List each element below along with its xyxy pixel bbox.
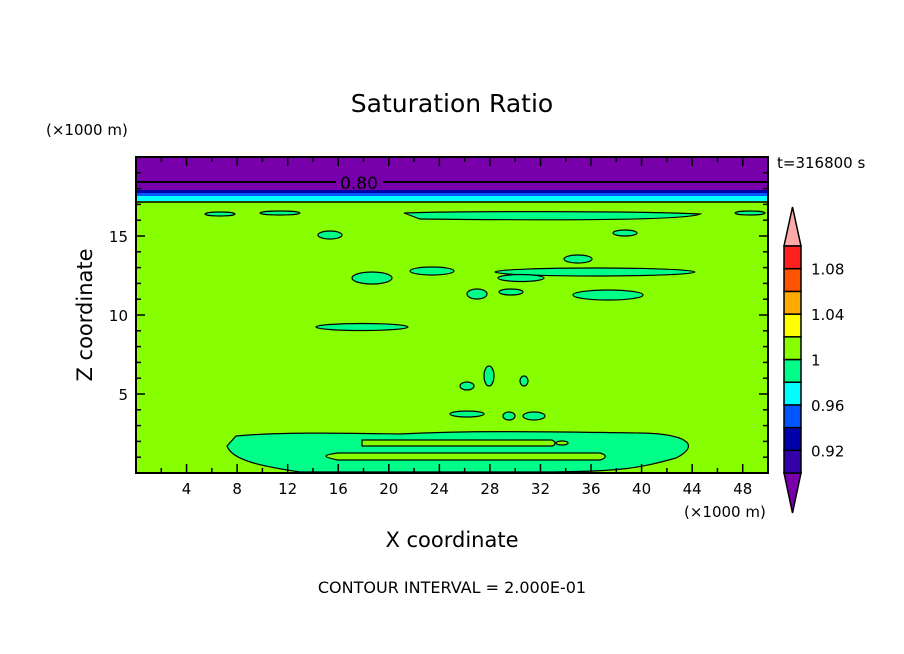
- contour-region: [563, 254, 593, 264]
- x-tick-label: 8: [232, 480, 242, 498]
- colorbar-under-triangle: [783, 472, 802, 514]
- contour-region: [351, 271, 393, 285]
- contour-interval-footer: CONTOUR INTERVAL = 2.000E-01: [318, 578, 586, 597]
- plot-area: 0.80: [109, 156, 769, 498]
- x-axis-label: X coordinate: [385, 528, 518, 552]
- colorbar-segment: [783, 404, 802, 429]
- contour-inner-hole: [555, 440, 569, 446]
- colorbar-segment: [783, 245, 802, 270]
- inner-contour-strips: [325, 439, 606, 461]
- contour-region: [449, 410, 485, 418]
- y-unit-label: (×1000 m): [46, 121, 128, 139]
- time-label: t=316800 s: [777, 154, 865, 172]
- contour-regions: [204, 210, 766, 473]
- contour-region: [459, 381, 475, 391]
- y-tick-label: 5: [118, 386, 128, 404]
- x-tick-label: 44: [683, 480, 702, 498]
- x-tick-label: 24: [430, 480, 449, 498]
- x-tick-label: 48: [733, 480, 752, 498]
- colorbar-segment: [783, 449, 802, 474]
- contour-region: [519, 375, 529, 387]
- x-tick-label: 4: [182, 480, 192, 498]
- contour-region: [315, 322, 409, 332]
- colorbar-over-triangle: [783, 206, 802, 247]
- contour-region: [572, 289, 644, 301]
- x-unit-label: (×1000 m): [684, 503, 766, 521]
- x-tick-label: 16: [329, 480, 348, 498]
- colorbar-segment: [783, 313, 802, 338]
- colorbar-segment: [783, 267, 802, 293]
- colorbar-tick-label: 1: [811, 352, 821, 370]
- plot-frame: [135, 156, 769, 474]
- contour-region-lower-layer: [226, 431, 689, 473]
- colorbar: 0.92 0.96 1 1.04 1.08: [783, 206, 844, 514]
- contour-region: [734, 210, 766, 216]
- x-tick-label: 40: [632, 480, 651, 498]
- y-axis-label: Z coordinate: [73, 248, 97, 381]
- contour-region: [259, 210, 301, 216]
- x-tick-label: 20: [379, 480, 398, 498]
- contour-region: [502, 411, 516, 421]
- colorbar-tick-label: 0.92: [811, 442, 844, 460]
- contour-region-top-strip: [403, 211, 703, 221]
- colorbar-segment: [783, 336, 802, 361]
- colorbar-tick-label: 1.04: [811, 306, 844, 324]
- x-tick-label: 12: [278, 480, 297, 498]
- contour-region: [466, 288, 488, 300]
- y-tick-label: 10: [109, 307, 128, 325]
- contour-region: [497, 273, 545, 283]
- colorbar-segment: [783, 426, 802, 452]
- contour-region: [204, 211, 236, 217]
- upper-band-blue: [136, 193, 768, 196]
- contour-region: [483, 365, 495, 387]
- x-tick-label: 32: [531, 480, 550, 498]
- contour-region: [317, 230, 343, 240]
- contour-inner-strip-upper: [361, 439, 556, 447]
- chart-title: Saturation Ratio: [351, 89, 553, 118]
- x-tick-label: 36: [581, 480, 600, 498]
- colorbar-tick-label: 0.96: [811, 397, 844, 415]
- upper-band-cyan: [136, 196, 768, 201]
- upper-band-indigo: [136, 190, 768, 193]
- contour-region: [612, 229, 638, 237]
- colorbar-segment: [783, 290, 802, 315]
- colorbar-segment: [783, 381, 802, 406]
- y-tick-label: 15: [109, 228, 128, 246]
- contour-inner-strip-lower: [325, 452, 606, 461]
- upper-band-purple: [136, 157, 768, 190]
- colorbar-segment: [783, 358, 802, 383]
- contour-region: [522, 411, 546, 421]
- contour-region: [494, 267, 696, 277]
- contour-region: [409, 266, 455, 276]
- contour-region: [498, 288, 524, 296]
- contour-label-080: 0.80: [340, 174, 378, 194]
- x-tick-label: 28: [480, 480, 499, 498]
- field-background: [136, 157, 768, 473]
- colorbar-tick-label: 1.08: [811, 261, 844, 279]
